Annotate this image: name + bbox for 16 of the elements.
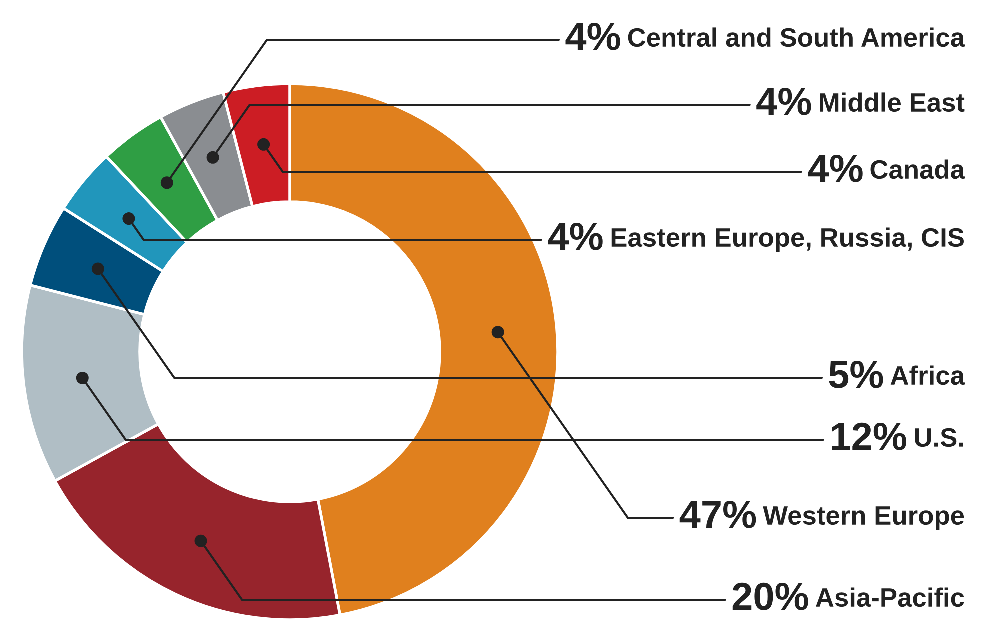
data-label: 20%: [732, 582, 808, 610]
data-label: 47%: [680, 501, 756, 528]
data-label: 12%: [832, 422, 906, 450]
data-label: 4%: [756, 88, 812, 116]
slice-label: U.S.: [915, 428, 964, 448]
slice-label: Canada: [870, 160, 966, 180]
data-label: 4%: [566, 23, 620, 50]
slice-label: Western Europe: [763, 506, 964, 530]
slice-label: Africa: [890, 366, 966, 386]
data-label: 4%: [548, 223, 603, 250]
data-label: 4%: [808, 155, 863, 182]
data-label: 5%: [829, 361, 884, 388]
slice-label: Asia-Pacific: [816, 588, 964, 608]
slice-label: Central and South America: [628, 28, 966, 48]
slice-label: Middle East: [820, 92, 965, 112]
slice-label: Eastern Europe, Russia, CIS: [612, 228, 964, 252]
